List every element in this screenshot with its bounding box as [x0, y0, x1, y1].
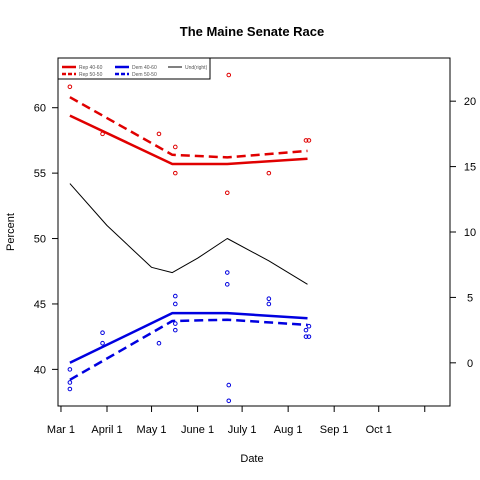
- x-axis: Mar 1 April 1 May 1 June 1 July 1 Aug 1 Sep 1 O…: [47, 405, 426, 436]
- series-layer: [69, 96, 308, 381]
- x-axis-label: Date: [240, 453, 263, 465]
- data-point: [224, 282, 230, 287]
- y-tick-label-left: 40: [34, 364, 46, 376]
- legend-box: [57, 57, 211, 80]
- data-point: [100, 340, 105, 346]
- data-point: [156, 131, 162, 137]
- data-point: [303, 327, 309, 333]
- series-line-dem-40-60: [69, 311, 308, 364]
- data-point: [67, 380, 73, 385]
- data-point: [306, 323, 312, 329]
- y-tick-label-right: 5: [467, 292, 473, 304]
- y-axis-right: 0 5 10 15 20: [450, 96, 476, 370]
- y-axis-left: 40 45 50 55 60: [34, 103, 59, 376]
- x-tick-label: April 1: [91, 424, 122, 436]
- data-point: [266, 296, 272, 302]
- x-tick-label: Aug 1: [274, 424, 303, 436]
- y-tick-label-left: 45: [34, 299, 46, 311]
- data-point: [173, 327, 178, 333]
- plot-frame: [57, 57, 451, 407]
- data-point: [303, 334, 309, 339]
- y-tick-label-right: 0: [467, 358, 473, 370]
- data-point: [156, 340, 162, 346]
- data-point: [224, 190, 230, 196]
- y-tick-label-right: 10: [464, 227, 476, 239]
- y-tick-label-left: 55: [34, 168, 46, 180]
- data-point: [173, 321, 178, 326]
- data-point: [67, 367, 73, 372]
- legend-label: Rep 40-60: [79, 65, 103, 71]
- data-point: [266, 301, 272, 307]
- legend-label: Dem 50-50: [132, 72, 157, 78]
- x-tick-label: Sep 1: [320, 424, 349, 436]
- data-point: [226, 382, 232, 388]
- data-point: [306, 138, 312, 143]
- x-tick-label: July 1: [228, 424, 257, 436]
- y-tick-label-left: 60: [34, 103, 46, 115]
- y-axis-label: Percent: [5, 213, 17, 251]
- data-point: [67, 386, 73, 392]
- data-point: [224, 270, 230, 275]
- legend-label: Dem 40-60: [132, 65, 157, 71]
- data-point: [173, 170, 178, 176]
- data-point: [100, 131, 105, 137]
- data-point: [173, 144, 178, 150]
- data-point: [173, 293, 178, 299]
- series-line-rep-50-50: [69, 96, 308, 159]
- x-tick-label: Oct 1: [366, 424, 392, 436]
- x-tick-label: June 1: [181, 424, 214, 436]
- series-line-und-right: [69, 183, 308, 285]
- points-layer: [67, 72, 312, 404]
- data-point: [67, 84, 73, 90]
- series-line-dem-50-50: [69, 318, 308, 381]
- data-point: [266, 170, 272, 176]
- legend-label: Und(right): [185, 65, 208, 71]
- y-tick-label-right: 15: [464, 162, 476, 174]
- x-tick-label: May 1: [137, 424, 167, 436]
- data-point: [306, 334, 312, 339]
- data-point: [226, 398, 232, 404]
- data-point: [173, 301, 178, 307]
- chart-title: The Maine Senate Race: [180, 24, 325, 39]
- data-point: [303, 138, 309, 143]
- series-line-rep-40-60: [69, 114, 308, 166]
- data-point: [100, 330, 105, 336]
- x-tick-label: Mar 1: [47, 424, 75, 436]
- legend-label: Rep 50-50: [79, 72, 103, 78]
- y-tick-label-right: 20: [464, 96, 476, 108]
- data-point: [226, 72, 232, 78]
- y-tick-label-left: 50: [34, 234, 46, 246]
